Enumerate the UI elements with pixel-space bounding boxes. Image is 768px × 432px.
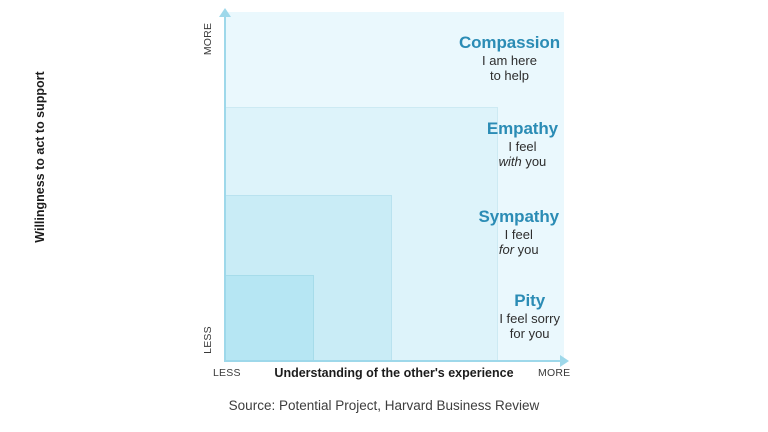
x-axis-tick-more: MORE [538,367,571,379]
arrow-up-icon [219,8,231,17]
source-caption: Source: Potential Project, Harvard Busin… [228,398,540,413]
tier-title-empathy: Empathy [486,119,558,138]
tier-caption-compassion-line1: I am here [482,53,537,69]
tier-label-pity: Pity I feel sorry for you [499,291,560,342]
x-axis-tick-less: LESS [213,367,241,379]
tier-caption-sympathy-line2: for you [498,242,539,258]
tier-caption-empathy-line1: I feel [508,139,537,155]
x-axis-title: Understanding of the other's experience [274,366,514,380]
y-axis-title: Willingness to act to support [33,71,47,243]
y-axis-tick-less: LESS [202,326,214,354]
tier-caption-empathy-line2: with you [498,154,547,170]
plot-area: Compassion I am here to help Empathy I f… [226,12,564,360]
tier-caption-pity-line1: I feel sorry [499,311,560,327]
y-axis-line [224,14,226,362]
arrow-right-icon [560,355,569,367]
y-axis-tick-more: MORE [202,22,214,56]
tier-region-pity [226,275,314,360]
tier-caption-sympathy-line1: I feel [504,227,533,243]
tier-title-sympathy: Sympathy [478,207,560,226]
tier-caption-pity-line2: for you [509,326,550,342]
tier-caption-compassion-line2: to help [489,68,529,84]
tier-title-pity: Pity [514,291,546,310]
tier-label-sympathy: Sympathy I feel for you [478,207,560,258]
tier-label-compassion: Compassion I am here to help [459,33,560,84]
tier-label-empathy: Empathy I feel with you [487,119,558,170]
x-axis-line [224,360,562,362]
tier-title-compassion: Compassion [458,33,560,52]
